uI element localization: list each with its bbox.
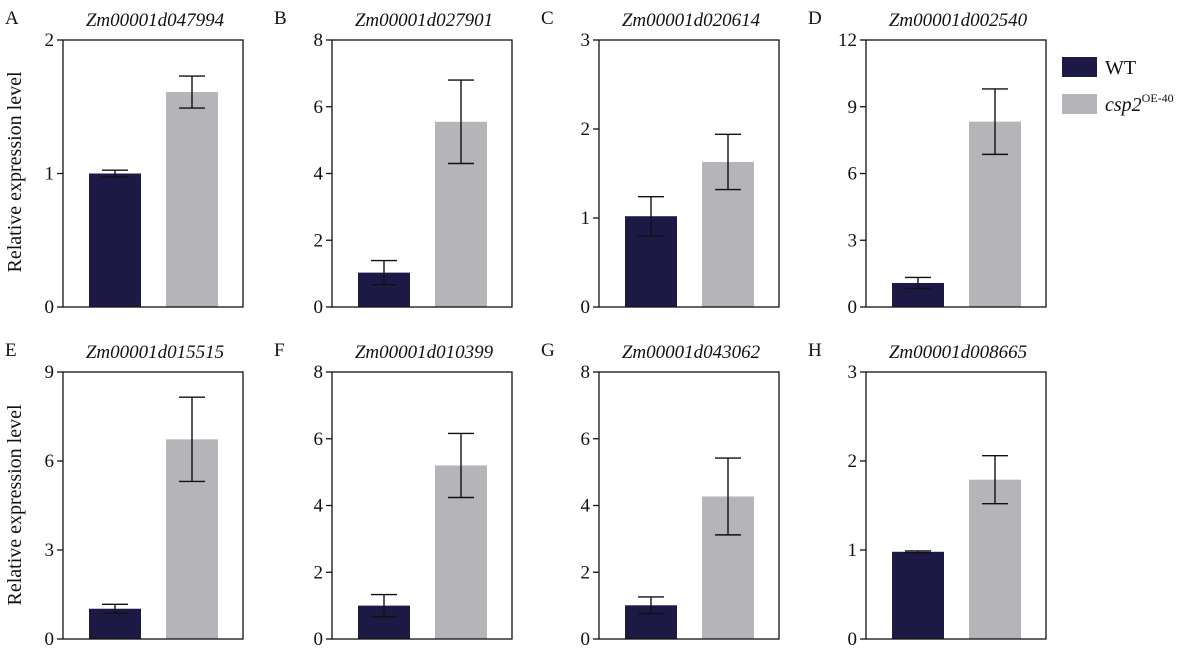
panel-e: E Zm00001d015515 0 3 6 9 <box>5 340 244 650</box>
y-tick-label: 3 <box>581 30 591 51</box>
panel-f: F Zm00001d010399 0 2 4 6 8 <box>274 340 513 650</box>
bar-oe <box>166 92 218 307</box>
panel-letter: H <box>808 340 822 361</box>
y-tick-label: 0 <box>314 297 324 318</box>
panel-letter: A <box>5 8 19 29</box>
y-tick-label: 6 <box>314 97 324 118</box>
plot-frame <box>865 371 1047 640</box>
legend-wt-label: WT <box>1105 57 1136 79</box>
error-bar-oe <box>179 75 205 109</box>
plot-frame <box>62 371 244 640</box>
error-bar-oe <box>982 454 1008 505</box>
y-tick-label: 3 <box>848 362 858 383</box>
error-bar-oe <box>982 88 1008 156</box>
y-tick-label: 0 <box>45 297 55 318</box>
y-tick-label: 3 <box>45 540 55 561</box>
y-tick-label: 2 <box>581 119 591 140</box>
error-bar-wt <box>371 259 397 286</box>
y-tick-label: 4 <box>314 164 324 185</box>
plot-frame <box>598 39 780 308</box>
panel-a: A Zm00001d047994 0 1 2 <box>5 8 244 318</box>
error-bar-wt <box>905 550 931 554</box>
legend: WT csp2OE-40 <box>1062 57 1174 116</box>
y-tick-label: 6 <box>581 429 591 450</box>
error-bar-oe <box>715 133 741 191</box>
panel-title: Zm00001d027901 <box>355 10 493 31</box>
panel-d: D Zm00001d002540 0 3 6 9 12 <box>808 8 1047 318</box>
y-tick-label: 0 <box>314 629 324 650</box>
y-tick-label: 0 <box>581 629 591 650</box>
y-tick-label: 4 <box>314 496 324 517</box>
y-tick-label: 0 <box>45 629 55 650</box>
error-bar-oe <box>448 432 474 499</box>
error-bar-oe <box>448 79 474 165</box>
y-tick-label: 1 <box>45 164 55 185</box>
bar-oe <box>969 479 1021 639</box>
y-tick-label: 8 <box>314 362 324 383</box>
error-bar-oe <box>715 457 741 536</box>
error-bar-wt <box>102 169 128 178</box>
error-bar-wt <box>905 276 931 290</box>
y-tick-label: 0 <box>848 629 858 650</box>
y-tick-label: 1 <box>848 540 858 561</box>
panel-title: Zm00001d020614 <box>622 10 761 31</box>
y-tick-label: 4 <box>581 496 591 517</box>
panel-c: C Zm00001d020614 0 1 2 3 <box>541 8 780 318</box>
panel-title: Zm00001d002540 <box>889 10 1028 31</box>
error-bar-wt <box>638 596 664 615</box>
panel-letter: G <box>541 340 555 361</box>
panel-letter: C <box>541 8 554 29</box>
error-bar-wt <box>371 593 397 618</box>
y-tick-label: 6 <box>848 164 858 185</box>
bar-wt <box>892 551 944 639</box>
y-tick-label: 8 <box>314 30 324 51</box>
ylabel-top: Relative expression level <box>4 71 26 272</box>
panel-title: Zm00001d047994 <box>86 10 225 31</box>
error-bar-wt <box>638 195 664 237</box>
ylabel-bottom: Relative expression level <box>4 404 26 605</box>
y-tick-label: 9 <box>45 362 55 383</box>
y-tick-label: 6 <box>45 451 55 472</box>
panel-letter: D <box>808 8 822 29</box>
panel-b: B Zm00001d027901 0 2 4 6 8 <box>274 8 513 318</box>
y-tick-label: 0 <box>848 297 858 318</box>
panel-letter: F <box>274 340 285 361</box>
bar-wt <box>89 173 141 307</box>
panel-h: H Zm00001d008665 0 1 2 3 <box>808 340 1047 650</box>
y-tick-label: 12 <box>838 30 857 51</box>
error-bar-wt <box>102 603 128 614</box>
panel-title: Zm00001d043062 <box>622 342 761 363</box>
y-tick-label: 2 <box>581 562 591 583</box>
y-tick-label: 2 <box>314 562 324 583</box>
panel-title: Zm00001d015515 <box>86 342 224 363</box>
y-tick-label: 2 <box>45 30 55 51</box>
y-tick-label: 2 <box>848 451 858 472</box>
y-tick-label: 2 <box>314 230 324 251</box>
legend-oe-swatch <box>1062 94 1097 114</box>
y-tick-label: 6 <box>314 429 324 450</box>
y-tick-label: 9 <box>848 97 858 118</box>
panel-letter: B <box>274 8 287 29</box>
error-bar-oe <box>179 396 205 483</box>
legend-oe-name: csp2 <box>1105 94 1142 116</box>
panel-title: Zm00001d010399 <box>355 342 494 363</box>
panel-letter: E <box>5 340 17 361</box>
panel-g: G Zm00001d043062 0 2 4 6 8 <box>541 340 780 650</box>
legend-oe-sup: OE-40 <box>1142 91 1174 105</box>
legend-oe-label: csp2OE-40 <box>1105 91 1174 116</box>
y-tick-label: 3 <box>848 230 858 251</box>
y-tick-label: 0 <box>581 297 591 318</box>
legend-wt-swatch <box>1062 57 1097 77</box>
panel-title: Zm00001d008665 <box>889 342 1027 363</box>
y-tick-label: 8 <box>581 362 591 383</box>
y-tick-label: 1 <box>581 208 591 229</box>
